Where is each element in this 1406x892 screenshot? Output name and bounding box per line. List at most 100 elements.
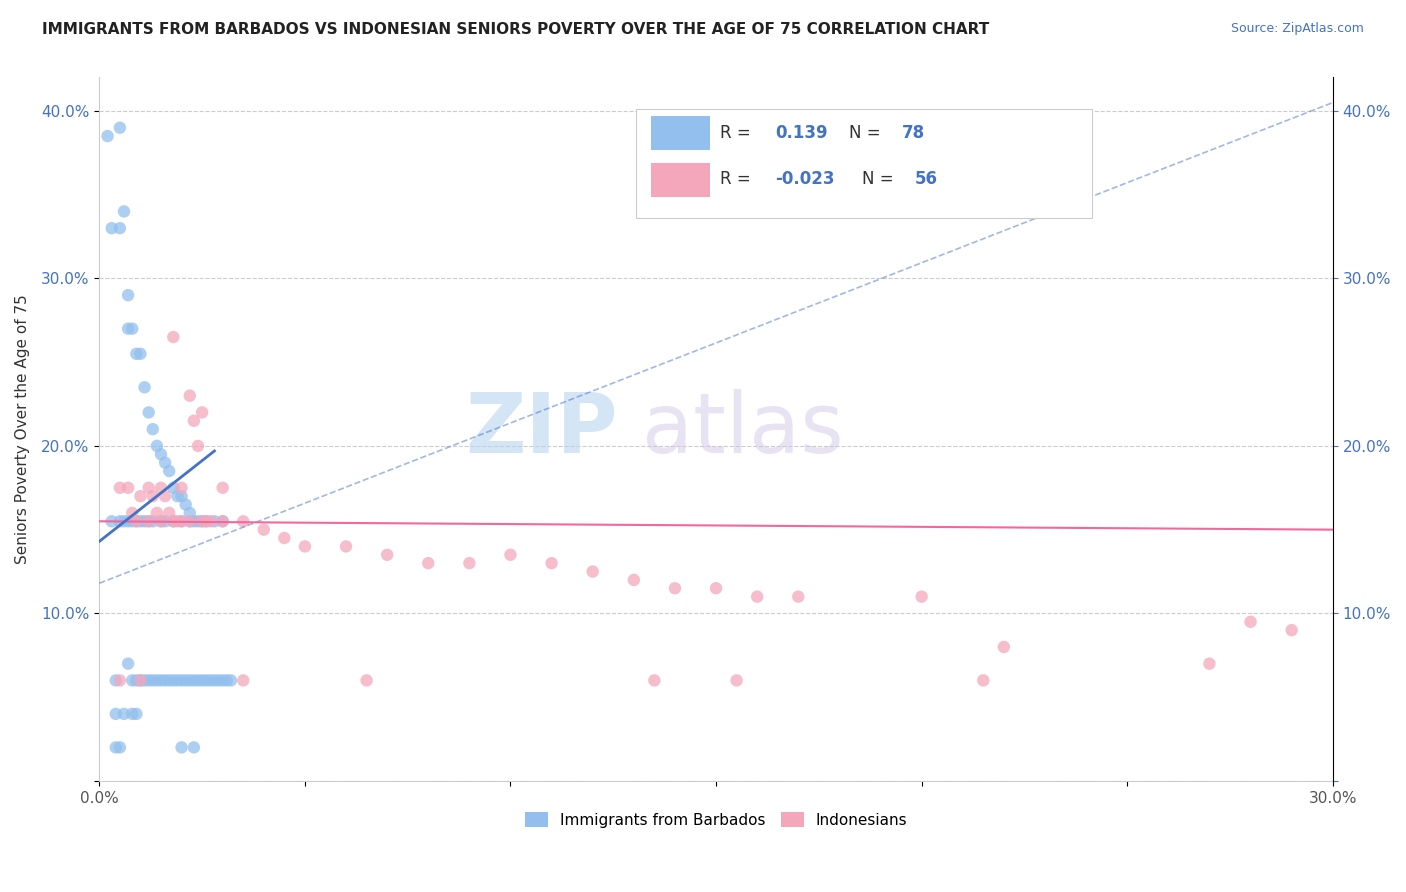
Point xyxy=(125,706,148,721)
Point xyxy=(725,673,748,688)
Point xyxy=(153,489,176,503)
Point xyxy=(418,556,440,570)
Point xyxy=(183,673,205,688)
Point xyxy=(219,673,242,688)
Point xyxy=(183,414,205,428)
Point xyxy=(104,706,127,721)
Point xyxy=(100,514,122,528)
Point xyxy=(170,514,193,528)
Point xyxy=(664,582,686,596)
Text: IMMIGRANTS FROM BARBADOS VS INDONESIAN SENIORS POVERTY OVER THE AGE OF 75 CORREL: IMMIGRANTS FROM BARBADOS VS INDONESIAN S… xyxy=(42,22,990,37)
Text: R =: R = xyxy=(720,124,756,142)
Point xyxy=(540,556,562,570)
Point xyxy=(643,673,665,688)
Point xyxy=(150,514,173,528)
Point xyxy=(162,514,184,528)
Point xyxy=(117,288,139,302)
Point xyxy=(129,514,152,528)
Point xyxy=(294,540,316,554)
Point xyxy=(108,481,131,495)
Point xyxy=(117,514,139,528)
Point xyxy=(108,221,131,235)
Point xyxy=(704,582,727,596)
Point xyxy=(153,456,176,470)
Point xyxy=(183,740,205,755)
Point xyxy=(170,514,193,528)
Point xyxy=(162,330,184,344)
Point xyxy=(375,548,398,562)
Point xyxy=(207,673,229,688)
Point xyxy=(170,489,193,503)
Point xyxy=(335,540,357,554)
Point xyxy=(195,514,218,528)
Point xyxy=(146,673,169,688)
Point xyxy=(972,673,994,688)
Point xyxy=(125,673,148,688)
Point xyxy=(204,514,226,528)
Point xyxy=(179,514,201,528)
Point xyxy=(162,514,184,528)
Text: N =: N = xyxy=(849,124,886,142)
Point xyxy=(211,481,233,495)
Point xyxy=(356,673,378,688)
Point xyxy=(179,514,201,528)
Point xyxy=(121,321,143,335)
Point xyxy=(191,405,214,419)
Point xyxy=(179,506,201,520)
Point xyxy=(232,673,254,688)
Text: -0.023: -0.023 xyxy=(775,170,835,188)
Point xyxy=(179,389,201,403)
Point xyxy=(174,498,197,512)
Text: N =: N = xyxy=(862,170,898,188)
Point xyxy=(108,740,131,755)
Point xyxy=(100,221,122,235)
Point xyxy=(125,514,148,528)
Point xyxy=(187,514,209,528)
Point xyxy=(125,347,148,361)
Point xyxy=(183,514,205,528)
Point xyxy=(117,481,139,495)
Point xyxy=(142,514,165,528)
Point xyxy=(179,673,201,688)
Point xyxy=(108,514,131,528)
Point xyxy=(108,673,131,688)
Point xyxy=(129,673,152,688)
Point xyxy=(211,514,233,528)
Point xyxy=(138,514,160,528)
Point xyxy=(150,447,173,461)
Y-axis label: Seniors Poverty Over the Age of 75: Seniors Poverty Over the Age of 75 xyxy=(15,294,30,564)
Point xyxy=(134,514,156,528)
Point xyxy=(153,514,176,528)
Point xyxy=(170,673,193,688)
Point xyxy=(138,514,160,528)
Point xyxy=(187,673,209,688)
Point xyxy=(166,673,188,688)
Point xyxy=(117,657,139,671)
Point xyxy=(170,740,193,755)
Point xyxy=(157,673,180,688)
Text: Source: ZipAtlas.com: Source: ZipAtlas.com xyxy=(1230,22,1364,36)
Text: R =: R = xyxy=(720,170,756,188)
Point xyxy=(117,321,139,335)
Text: 0.139: 0.139 xyxy=(775,124,828,142)
Text: ZIP: ZIP xyxy=(465,389,617,470)
Point xyxy=(157,506,180,520)
Point xyxy=(747,590,769,604)
Point xyxy=(157,464,180,478)
Point xyxy=(138,481,160,495)
Point xyxy=(499,548,522,562)
Point xyxy=(146,506,169,520)
Point xyxy=(125,514,148,528)
Point xyxy=(993,640,1015,654)
Point xyxy=(121,706,143,721)
Point xyxy=(211,673,233,688)
Point xyxy=(166,489,188,503)
Point xyxy=(174,673,197,688)
Point xyxy=(121,673,143,688)
Point xyxy=(150,481,173,495)
Point xyxy=(112,514,135,528)
Point xyxy=(121,506,143,520)
Point xyxy=(232,514,254,528)
Point xyxy=(191,514,214,528)
Point xyxy=(273,531,295,545)
